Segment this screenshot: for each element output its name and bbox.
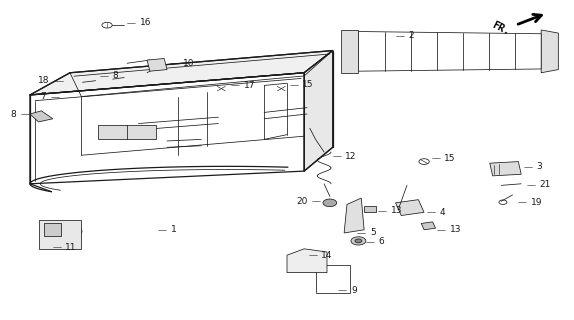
Polygon shape (490, 162, 521, 176)
Text: 11: 11 (65, 243, 77, 252)
Circle shape (313, 121, 327, 129)
Text: 14: 14 (321, 251, 333, 260)
Text: 6: 6 (378, 237, 384, 246)
Circle shape (65, 94, 80, 102)
Text: 9: 9 (351, 285, 356, 295)
Polygon shape (30, 51, 333, 95)
Circle shape (499, 200, 507, 204)
Polygon shape (287, 249, 327, 273)
Polygon shape (30, 111, 53, 122)
Polygon shape (30, 73, 304, 184)
Text: 12: 12 (346, 152, 356, 161)
Circle shape (216, 85, 227, 92)
Text: 19: 19 (531, 198, 542, 207)
Text: 8: 8 (112, 71, 118, 80)
Polygon shape (364, 206, 375, 212)
Text: 15: 15 (444, 154, 456, 163)
Circle shape (546, 36, 554, 40)
Circle shape (347, 220, 361, 227)
Circle shape (346, 35, 354, 40)
Text: 21: 21 (540, 180, 551, 189)
Circle shape (546, 64, 553, 68)
Circle shape (355, 239, 362, 243)
Text: FR.: FR. (491, 20, 512, 38)
Polygon shape (541, 30, 559, 73)
Polygon shape (44, 223, 61, 236)
Circle shape (75, 80, 83, 84)
Circle shape (323, 199, 337, 207)
Polygon shape (38, 220, 82, 249)
Polygon shape (147, 59, 167, 71)
Text: 10: 10 (183, 59, 194, 68)
Circle shape (346, 65, 353, 68)
Text: 1: 1 (171, 225, 177, 234)
Text: 15: 15 (302, 80, 314, 89)
Polygon shape (358, 32, 541, 71)
Polygon shape (342, 30, 358, 73)
Text: 18: 18 (38, 76, 50, 85)
Text: 7: 7 (40, 92, 46, 101)
Polygon shape (316, 265, 350, 293)
Circle shape (109, 77, 117, 81)
Text: 8: 8 (10, 109, 16, 118)
Polygon shape (421, 222, 436, 230)
Text: 4: 4 (440, 208, 445, 217)
Polygon shape (395, 200, 424, 215)
Polygon shape (99, 125, 156, 140)
Circle shape (351, 237, 366, 245)
Polygon shape (304, 51, 333, 171)
Text: 2: 2 (408, 31, 414, 40)
Text: 3: 3 (537, 163, 542, 172)
Circle shape (320, 287, 327, 290)
Circle shape (419, 159, 429, 164)
Circle shape (276, 85, 287, 92)
Polygon shape (344, 198, 364, 233)
Text: 13: 13 (450, 225, 461, 234)
Circle shape (102, 22, 112, 28)
Circle shape (69, 96, 76, 100)
Text: 17: 17 (243, 81, 255, 90)
Circle shape (61, 226, 82, 237)
Text: 5: 5 (370, 228, 375, 237)
Text: 16: 16 (139, 19, 151, 28)
Text: 13: 13 (391, 206, 402, 215)
Circle shape (66, 228, 77, 235)
Text: 20: 20 (296, 197, 308, 206)
